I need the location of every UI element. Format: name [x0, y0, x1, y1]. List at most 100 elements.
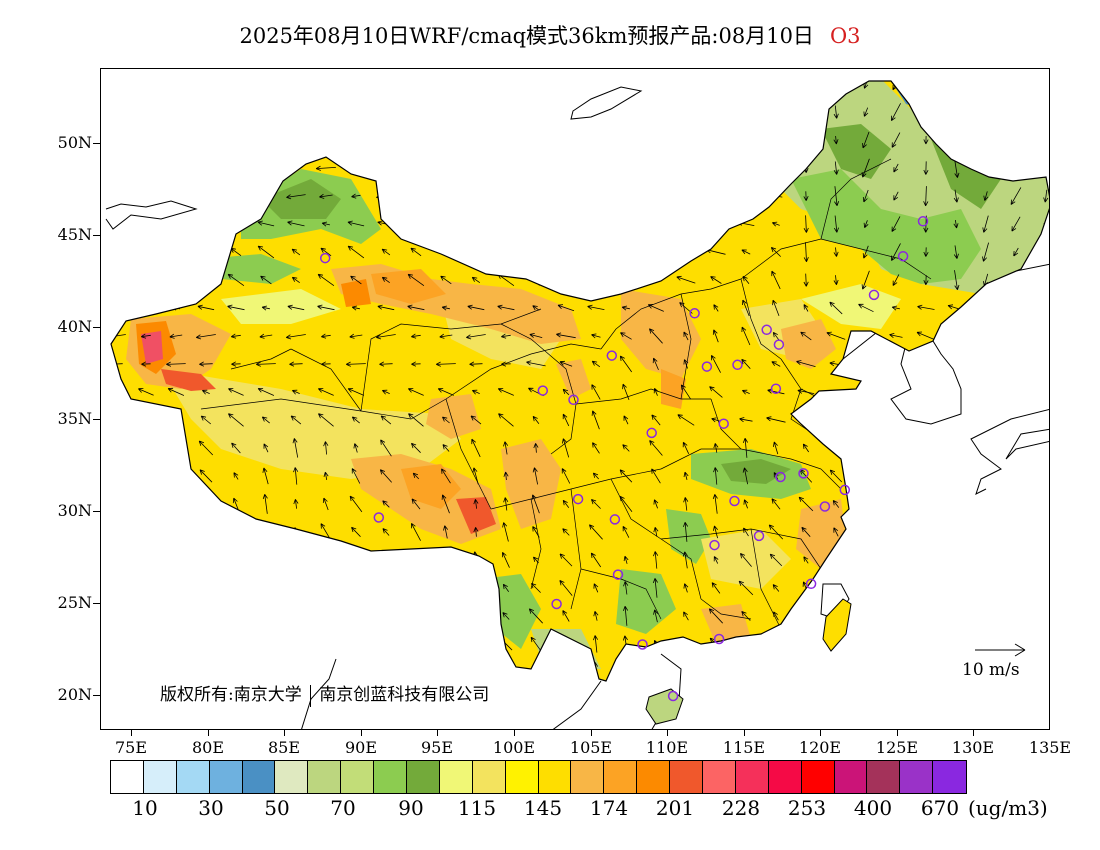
- wind-arrow: [592, 472, 599, 480]
- wind-arrow: [711, 354, 721, 373]
- wind-arrow: [1013, 247, 1019, 257]
- wind-arrow: [531, 583, 541, 593]
- province-borders: [200, 158, 932, 630]
- wind-arrow: [141, 221, 150, 227]
- wind-arrow: [142, 108, 150, 116]
- wind-arrow: [921, 666, 931, 678]
- wind-arrow: [953, 219, 959, 229]
- wind-arrow: [111, 194, 126, 200]
- wind-arrow: [292, 438, 299, 458]
- wind-arrow: [980, 606, 992, 625]
- wind-arrow: [952, 584, 960, 592]
- wind-arrow: [413, 583, 419, 593]
- wind-arrow: [982, 305, 990, 311]
- wind-arrow: [139, 553, 153, 567]
- wind-arrow: [738, 580, 754, 596]
- legend-swatch: [176, 761, 210, 793]
- wind-arrow: [742, 437, 748, 458]
- wind-arrow: [952, 612, 960, 620]
- wind-arrow: [439, 333, 453, 339]
- wind-arrow: [202, 137, 210, 143]
- wind-arrow: [713, 720, 720, 730]
- legend-swatch: [834, 761, 868, 793]
- wind-arrow: [414, 725, 419, 730]
- wind-arrow: [293, 499, 299, 509]
- legend-swatch: [505, 761, 539, 793]
- wind-arrow: [680, 384, 692, 400]
- wind-arrow: [471, 438, 481, 458]
- wind-arrow: [503, 497, 509, 511]
- wind-arrow: [322, 108, 330, 116]
- legend-swatch: [209, 761, 243, 793]
- wind-arrow: [772, 635, 780, 653]
- wind-arrow: [861, 361, 871, 367]
- legend-swatch: [637, 761, 671, 793]
- station-marker: [667, 690, 679, 702]
- wind-arrow: [953, 471, 959, 480]
- station-marker: [689, 308, 700, 319]
- wind-arrow: [503, 471, 509, 481]
- wind-arrow: [413, 611, 419, 621]
- wind-arrow: [649, 440, 663, 456]
- wind-arrow: [503, 695, 510, 706]
- wind-arrow: [1043, 189, 1049, 203]
- lon-label: 120E: [798, 738, 842, 757]
- map-frame: [100, 68, 1050, 730]
- wind-arrow: [796, 360, 816, 367]
- wind-arrow: [982, 556, 990, 564]
- wind-arrow: [533, 443, 539, 453]
- wind-arrow: [260, 81, 272, 88]
- wind-arrow: [196, 194, 216, 200]
- wind-arrow: [557, 304, 575, 312]
- wind-arrow: [563, 690, 567, 710]
- wind-arrow: [322, 497, 329, 511]
- wind-arrow: [111, 248, 121, 256]
- legend-swatch: [242, 761, 276, 793]
- legend-label: 174: [589, 796, 629, 820]
- wind-arrow: [713, 304, 719, 312]
- wind-arrow: [257, 245, 275, 259]
- wind-arrow: [833, 247, 839, 257]
- wind-arrow: [170, 469, 182, 483]
- wind-arrow: [347, 136, 365, 144]
- wind-arrow: [1012, 162, 1020, 175]
- wind-arrow: [140, 247, 152, 257]
- wind-arrow: [526, 107, 546, 117]
- wind-arrow: [408, 136, 424, 144]
- wind-arrow: [653, 388, 659, 396]
- wind-arrow: [315, 165, 336, 171]
- wind-arrow: [261, 305, 270, 311]
- wind-arrow: [227, 273, 245, 287]
- ozone-field: [111, 81, 1049, 730]
- wind-arrow: [292, 640, 300, 648]
- wind-arrow: [232, 522, 239, 542]
- lon-label: 90E: [344, 738, 378, 757]
- wind-arrow: [832, 551, 839, 569]
- wind-arrow: [173, 635, 179, 653]
- ozone-map: [105, 80, 1049, 730]
- wind-arrow: [773, 81, 779, 89]
- wind-arrow: [383, 665, 389, 679]
- wind-arrow: [167, 136, 185, 144]
- wind-arrow: [111, 276, 120, 284]
- wind-arrow: [651, 468, 661, 484]
- wind-arrow: [803, 191, 809, 201]
- wind-arrow: [317, 304, 335, 311]
- wind-arrow: [1012, 500, 1020, 508]
- wind-arrow: [713, 556, 719, 564]
- wind-arrow: [953, 81, 959, 89]
- wind-arrow: [471, 666, 481, 677]
- wind-arrow: [619, 495, 633, 513]
- wind-arrow: [923, 275, 929, 285]
- wind-arrow: [497, 136, 514, 144]
- station-marker: [732, 359, 743, 371]
- wind-arrow: [321, 221, 330, 227]
- wind-arrow: [407, 388, 424, 396]
- wind-arrow: [862, 695, 870, 704]
- wind-arrow: [561, 468, 571, 484]
- wind-arrow: [260, 165, 271, 171]
- wind-arrow: [711, 102, 721, 122]
- wind-arrow: [380, 439, 392, 457]
- wind-arrow: [1012, 527, 1020, 536]
- wind-arrow: [652, 357, 659, 371]
